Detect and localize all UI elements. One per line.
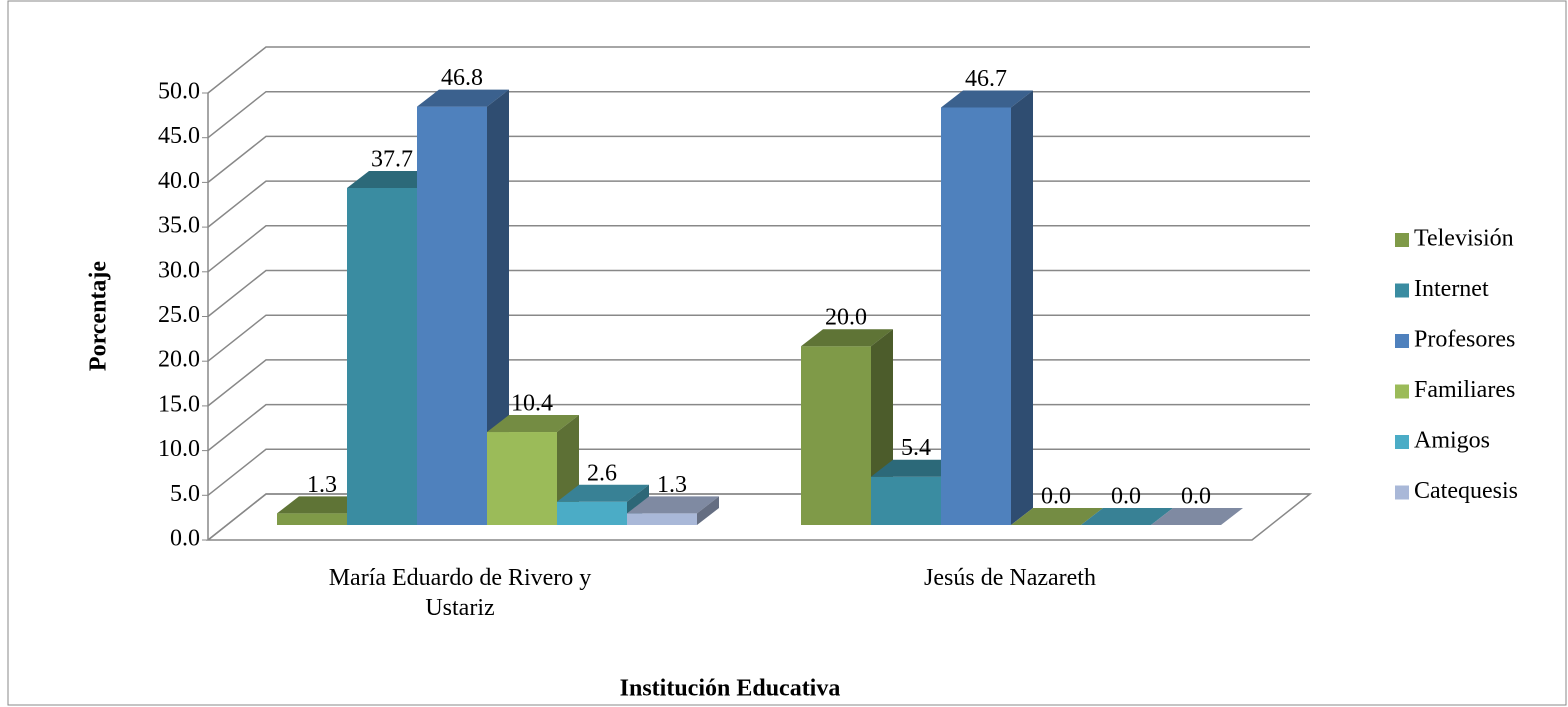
legend-swatch bbox=[1395, 485, 1409, 500]
bar-side bbox=[1011, 90, 1033, 525]
x-tick-label: María Eduardo de Rivero y Ustariz bbox=[328, 565, 592, 621]
legend-label: Catequesis bbox=[1414, 478, 1518, 504]
bar-top bbox=[801, 329, 893, 347]
bar-top bbox=[1151, 508, 1243, 525]
grid-line bbox=[207, 90, 1310, 139]
bar-top bbox=[941, 90, 1033, 108]
bar-top bbox=[557, 484, 649, 502]
bar-side bbox=[697, 496, 719, 525]
legend-label: Amigos bbox=[1414, 428, 1490, 454]
data-label: 1.3 bbox=[657, 472, 687, 498]
bar-side bbox=[487, 89, 509, 525]
legend-label: Internet bbox=[1414, 276, 1489, 302]
legend-swatch bbox=[1395, 283, 1409, 298]
x-tick-label: Jesús de Nazareth bbox=[924, 565, 1096, 591]
legend-swatch bbox=[1395, 435, 1409, 449]
bar-top bbox=[1081, 508, 1173, 525]
bar-top bbox=[347, 170, 439, 188]
y-tick-label: 15.0 bbox=[158, 391, 200, 417]
y-tick-label: 50.0 bbox=[158, 79, 200, 105]
bar-top bbox=[1011, 508, 1103, 525]
y-tick-label: 35.0 bbox=[158, 213, 200, 239]
data-label: 0.0 bbox=[1041, 484, 1071, 510]
x-axis-title: Institución Educativa bbox=[620, 676, 841, 702]
frame bbox=[7, 0, 1567, 706]
bar-front bbox=[557, 501, 627, 525]
data-label: 46.7 bbox=[965, 66, 1007, 92]
grid-line bbox=[207, 46, 1310, 94]
bar-front bbox=[941, 107, 1011, 525]
data-label: 37.7 bbox=[371, 146, 413, 172]
bar-front bbox=[487, 432, 557, 525]
bar-front bbox=[801, 346, 871, 525]
data-label: 2.6 bbox=[587, 460, 617, 486]
bar-front bbox=[347, 187, 417, 525]
bar-top bbox=[487, 415, 579, 433]
bar-top bbox=[417, 89, 509, 107]
data-label: 0.0 bbox=[1181, 484, 1211, 510]
data-label: 46.8 bbox=[441, 65, 483, 91]
bar-front bbox=[277, 513, 347, 525]
bar-top bbox=[627, 496, 719, 514]
y-axis-title: Porcentaje bbox=[86, 261, 112, 372]
bar-front bbox=[871, 476, 941, 525]
y-tick-label: 20.0 bbox=[158, 347, 200, 373]
y-tick-label: 45.0 bbox=[158, 123, 200, 149]
data-label: 5.4 bbox=[901, 435, 931, 461]
legend-label: Familiares bbox=[1414, 377, 1515, 403]
bar-top bbox=[871, 459, 963, 477]
bar-front bbox=[417, 106, 487, 525]
bar-top bbox=[277, 496, 369, 514]
legend-swatch bbox=[1395, 233, 1409, 247]
bar-front bbox=[627, 513, 697, 525]
data-label: 1.3 bbox=[307, 472, 337, 498]
y-tick-label: 40.0 bbox=[158, 168, 200, 194]
y-tick-label: 30.0 bbox=[158, 257, 200, 283]
data-label: 0.0 bbox=[1111, 484, 1141, 510]
legend-label: Televisión bbox=[1414, 226, 1514, 252]
data-label: 20.0 bbox=[825, 305, 867, 331]
legend-swatch bbox=[1395, 384, 1409, 399]
y-tick-label: 5.0 bbox=[170, 481, 200, 507]
legend-swatch bbox=[1395, 334, 1409, 348]
y-tick-label: 0.0 bbox=[170, 526, 200, 552]
y-tick-label: 10.0 bbox=[158, 436, 200, 462]
legend-label: Profesores bbox=[1414, 327, 1515, 353]
data-label: 10.4 bbox=[511, 391, 553, 417]
y-tick-label: 25.0 bbox=[158, 302, 200, 328]
